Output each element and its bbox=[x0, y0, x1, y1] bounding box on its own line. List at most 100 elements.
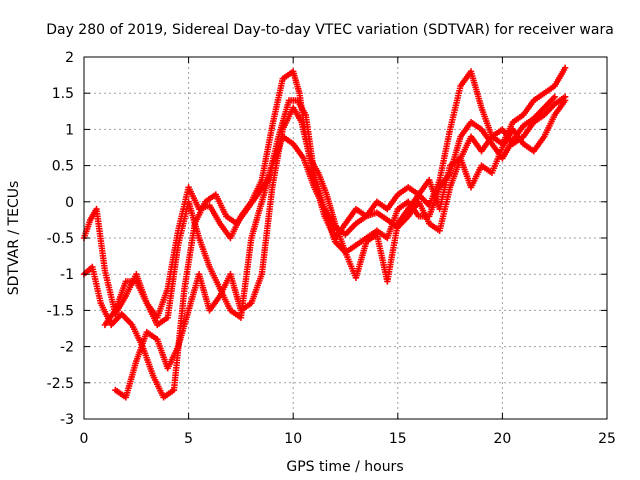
data-point-fill bbox=[447, 135, 464, 174]
data-point-fill bbox=[112, 280, 129, 312]
chart-title: Day 280 of 2019, Sidereal Day-to-day VTE… bbox=[46, 22, 614, 38]
data-point-fill bbox=[238, 237, 255, 319]
x-tick-label: 25 bbox=[598, 431, 616, 447]
data-point-fill bbox=[134, 280, 149, 305]
x-tick-label: 20 bbox=[493, 431, 511, 447]
data-point-fill bbox=[468, 70, 485, 109]
data-point-fill bbox=[281, 134, 295, 146]
grid bbox=[84, 57, 607, 419]
data-point-fill bbox=[234, 207, 250, 225]
data-point-fill bbox=[426, 186, 443, 218]
data-point-fill bbox=[510, 124, 526, 142]
data-point-fill bbox=[150, 374, 166, 399]
data-point-fill bbox=[324, 193, 338, 225]
data-point-fill bbox=[203, 192, 218, 204]
data-point-fill bbox=[532, 106, 546, 121]
data-point-fill bbox=[301, 157, 317, 189]
y-tick-label: -0.5 bbox=[47, 231, 74, 247]
data-point-fill bbox=[155, 315, 170, 327]
data-point-fill bbox=[133, 331, 150, 363]
data-point-fill bbox=[269, 77, 286, 127]
data-point-fill bbox=[287, 97, 299, 104]
data-point-fill bbox=[207, 204, 223, 225]
data-point-fill bbox=[375, 228, 389, 240]
data-point-fill bbox=[269, 135, 286, 167]
y-tick-label: -1.5 bbox=[47, 303, 74, 319]
data-point-fill bbox=[307, 157, 321, 174]
data-point-fill bbox=[291, 142, 306, 160]
data-point-fill bbox=[552, 66, 568, 88]
data-point bbox=[551, 93, 558, 101]
data-point-fill bbox=[468, 164, 484, 189]
data-point-fill bbox=[354, 214, 368, 226]
data-point-fill bbox=[521, 99, 536, 117]
data-point-fill bbox=[145, 330, 159, 342]
data-point-fill bbox=[162, 388, 176, 400]
data-point-fill bbox=[144, 302, 160, 326]
y-tick-label: -2 bbox=[60, 340, 74, 356]
y-tick-label: 0 bbox=[65, 195, 74, 211]
data-point-fill bbox=[343, 251, 359, 279]
data-point-fill bbox=[384, 222, 401, 283]
data-point-fill bbox=[281, 69, 295, 81]
x-tick-label: 15 bbox=[389, 431, 407, 447]
data-point-fill bbox=[213, 193, 229, 218]
data-point-fill bbox=[119, 312, 134, 327]
data-point-fill bbox=[532, 91, 546, 103]
data-point-fill bbox=[186, 200, 202, 239]
x-tick-label: 5 bbox=[184, 431, 193, 447]
data-point-fill bbox=[259, 164, 275, 203]
data-point-fill bbox=[333, 239, 348, 255]
data-point-fill bbox=[396, 185, 410, 197]
data-point-fill bbox=[140, 345, 156, 377]
data-point-fill bbox=[217, 287, 233, 312]
data-point-fill bbox=[315, 171, 330, 196]
data-point-fill bbox=[165, 345, 181, 370]
data-point-fill bbox=[384, 208, 401, 239]
y-tick-label: 1 bbox=[65, 122, 74, 138]
data-point-fill bbox=[248, 273, 265, 305]
data-point-fill bbox=[542, 102, 557, 117]
data-point-fill bbox=[542, 83, 557, 96]
x-tick-label: 0 bbox=[80, 431, 89, 447]
data-point-fill bbox=[436, 128, 453, 181]
data-point-fill bbox=[228, 308, 243, 320]
data-point-fill bbox=[479, 128, 494, 146]
data-point-fill bbox=[186, 186, 202, 211]
data-point-fill bbox=[469, 120, 483, 132]
data-point-fill bbox=[196, 273, 213, 312]
data-point bbox=[561, 64, 569, 72]
data-point bbox=[561, 97, 569, 104]
data-point-fill bbox=[291, 106, 304, 124]
data-point-fill bbox=[123, 360, 139, 399]
series-track-d bbox=[101, 93, 558, 329]
data-point-fill bbox=[245, 193, 260, 211]
data-point-fill bbox=[259, 124, 276, 181]
data-point-fill bbox=[364, 232, 379, 244]
data-point-fill bbox=[175, 309, 192, 348]
data-point-fill bbox=[437, 186, 453, 232]
data-point-fill bbox=[93, 208, 108, 272]
data-point-fill bbox=[458, 157, 474, 189]
data-point-fill bbox=[298, 121, 313, 160]
data-point-fill bbox=[311, 186, 327, 211]
data-point-fill bbox=[521, 116, 536, 128]
data-point-fill bbox=[385, 193, 400, 211]
data-point-fill bbox=[82, 265, 94, 276]
data-point-fill bbox=[248, 200, 265, 239]
x-tick-label: 10 bbox=[284, 431, 302, 447]
data-point-fill bbox=[207, 294, 222, 312]
data-point-fill bbox=[437, 171, 452, 189]
data-point-fill bbox=[406, 200, 421, 218]
data-point-fill bbox=[395, 207, 411, 225]
data-point-fill bbox=[542, 113, 557, 138]
data-point-fill bbox=[154, 338, 171, 370]
y-tick-label: -2.5 bbox=[47, 376, 74, 392]
data-point-fill bbox=[207, 265, 223, 290]
data-point-fill bbox=[480, 163, 494, 175]
y-axis-label: SDTVAR / TECUs bbox=[6, 181, 22, 296]
data-point-fill bbox=[181, 222, 198, 290]
data-point-fill bbox=[427, 221, 442, 233]
data-point-fill bbox=[521, 120, 536, 139]
data-point-fill bbox=[542, 95, 557, 110]
